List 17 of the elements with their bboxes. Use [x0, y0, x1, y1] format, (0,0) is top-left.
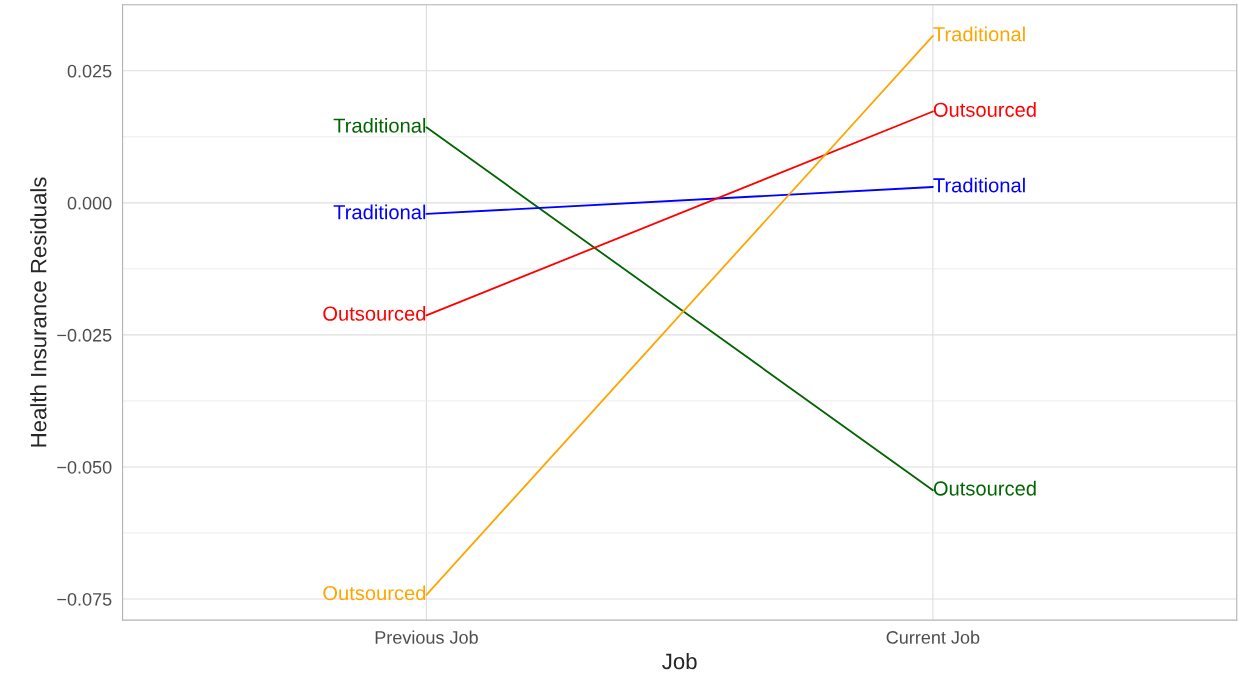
y-axis-title: Health Insurance Residuals [30, 177, 47, 447]
annotation: Outsourced [933, 102, 1036, 117]
y-tick-label: 0.025 [67, 64, 112, 78]
x-tick-label: Previous Job [375, 630, 478, 644]
y-tick-label: −0.075 [57, 592, 112, 606]
x-tick-label: Current Job [886, 630, 980, 644]
y-tick-label: −0.025 [57, 328, 112, 342]
x-axis-title: Job [662, 652, 697, 670]
y-tick-label: −0.050 [57, 460, 112, 474]
annotation: Outsourced [323, 305, 426, 321]
annotation: Outsourced [323, 585, 426, 601]
annotation: Traditional [333, 204, 426, 220]
annotation: Traditional [933, 26, 1025, 42]
y-tick-label: 0.000 [67, 196, 112, 210]
annotation: Traditional [933, 177, 1025, 193]
annotation: Traditional [333, 117, 426, 133]
annotation: Outsourced [933, 480, 1036, 496]
